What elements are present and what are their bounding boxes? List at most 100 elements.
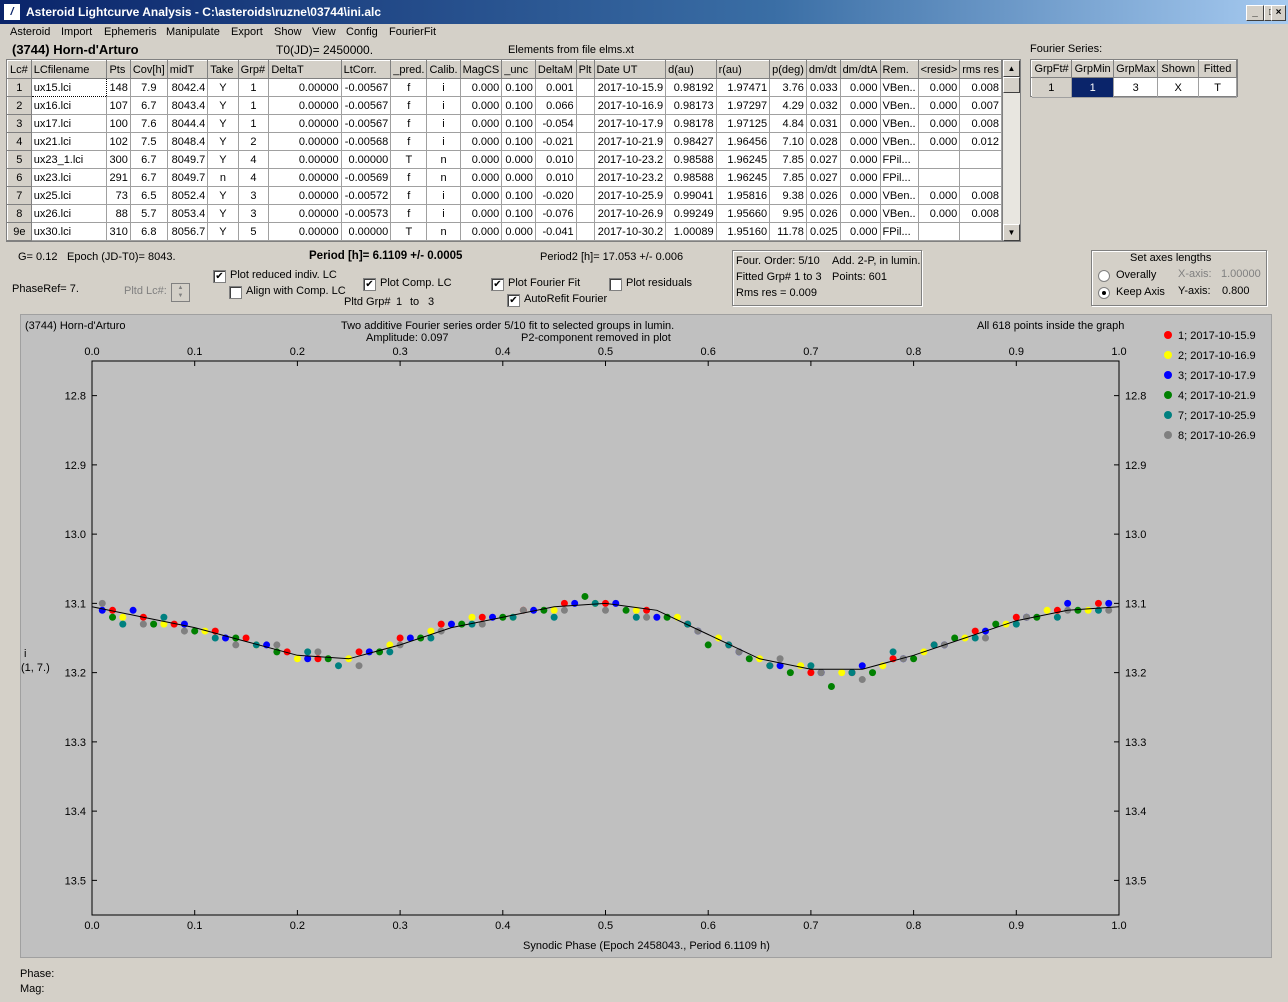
table-cell[interactable]: -0.00573 [341,204,392,223]
table-header-cell[interactable]: Cov[h] [129,60,168,79]
table-header-cell[interactable]: dm/dtA [839,60,881,79]
plot-fourier-checkbox[interactable]: ✔ [491,278,504,291]
table-cell[interactable] [576,186,595,205]
table-cell[interactable]: 1.96245 [716,150,771,169]
plot-residuals-checkbox[interactable] [609,278,622,291]
table-cell[interactable]: 0.010 [535,168,577,187]
table-cell[interactable]: 0.033 [806,78,841,97]
pltd-lc-spinner[interactable]: ▲ ▼ [171,283,190,302]
table-cell[interactable]: 3 [238,186,270,205]
table-cell[interactable]: i [426,186,461,205]
table-cell[interactable]: Y [207,186,239,205]
table-cell[interactable]: 3 [238,204,270,223]
table-header-cell[interactable]: Grp# [237,60,270,79]
table-cell[interactable]: 0.000 [460,222,503,241]
table-cell[interactable]: 0.98192 [665,78,717,97]
table-cell[interactable] [959,168,1002,187]
table-cell[interactable]: FPil... [880,168,919,187]
table-cell[interactable]: T [390,222,428,241]
table-cell[interactable]: 8056.7 [167,222,209,241]
table-cell[interactable]: ux16.lci [31,96,108,115]
table-cell[interactable]: -0.00567 [341,96,392,115]
table-cell[interactable]: Y [207,132,239,151]
table-cell[interactable]: 0.000 [501,150,536,169]
keep-axis-radio[interactable] [1098,287,1110,299]
table-cell[interactable]: i [426,204,461,223]
row-header-cell[interactable]: 5 [7,150,32,169]
table-cell[interactable]: 1.96456 [716,132,771,151]
table-cell[interactable]: 0.027 [806,168,841,187]
table-cell[interactable]: n [207,168,239,187]
table-cell[interactable]: n [426,150,461,169]
table-cell[interactable]: 0.100 [501,114,536,133]
table-cell[interactable]: 2017-10-15.9 [594,78,667,97]
table-header-cell[interactable]: _unc [501,60,536,79]
table-cell[interactable]: 0.98427 [665,132,717,151]
table-cell[interactable]: 0.98173 [665,96,717,115]
table-cell[interactable]: 1.97297 [716,96,771,115]
table-cell[interactable]: 0.000 [460,186,503,205]
table-cell[interactable]: 2017-10-23.2 [594,168,667,187]
table-cell[interactable]: 0.000 [840,204,881,223]
table-header-cell[interactable]: midT [166,60,209,79]
align-comp-checkbox[interactable] [229,286,242,299]
table-cell[interactable]: 102 [106,132,131,151]
table-cell[interactable]: 8043.4 [167,96,209,115]
table-cell[interactable]: 1.95160 [716,222,771,241]
table-header-cell[interactable]: Take [207,60,239,79]
table-cell[interactable]: f [390,114,428,133]
table-cell[interactable]: 2 [238,132,270,151]
table-row[interactable]: 1 ux15.lci 148 7.9 8042.4 Y 1 0.00000 -0.00567 f i… [7,78,1002,97]
table-header-cell[interactable]: MagCS [459,60,503,79]
table-cell[interactable]: f [390,96,428,115]
table-cell[interactable]: i [426,78,461,97]
table-cell[interactable]: 0.012 [959,132,1002,151]
table-cell[interactable]: 4.29 [769,96,807,115]
overally-radio[interactable] [1098,270,1110,282]
table-header-cell[interactable]: LCfilename [30,60,108,79]
fourier-cell-grpft[interactable]: 1 [1031,77,1073,98]
table-cell[interactable]: 0.98588 [665,150,717,169]
table-cell[interactable]: -0.00568 [341,132,392,151]
table-cell[interactable]: 0.00000 [268,204,342,223]
table-row[interactable]: 6 ux23.lci 291 6.7 8049.7 n 4 0.00000 -0.00569 f n… [7,168,1002,187]
table-cell[interactable]: 7.5 [130,132,168,151]
table-header-cell[interactable]: dm/dt [805,60,841,79]
table-cell[interactable]: 0.99249 [665,204,717,223]
table-cell[interactable]: f [390,186,428,205]
period-label[interactable]: Period [h]= 6.1109 +/- 0.0005 [309,250,463,262]
table-cell[interactable]: 0.00000 [341,150,392,169]
table-header-cell[interactable]: Date UT [593,60,667,79]
x-axis-value[interactable]: 1.00000 [1221,268,1261,280]
fourier-cell-fitted[interactable]: T [1198,77,1237,98]
table-cell[interactable]: T [390,150,428,169]
table-cell[interactable]: 6.7 [130,150,168,169]
table-header-cell[interactable]: r(au) [715,60,771,79]
pltd-grp-to[interactable]: 3 [428,296,435,308]
table-cell[interactable]: 0.026 [806,186,841,205]
table-row[interactable]: 7 ux25.lci 73 6.5 8052.4 Y 3 0.00000 -0.00572 f i 0… [7,186,1002,205]
pltd-grp-from[interactable]: 1 [396,296,403,308]
table-cell[interactable]: 0.000 [460,78,503,97]
table-cell[interactable]: 0.000 [918,114,961,133]
table-cell[interactable]: 0.000 [840,150,881,169]
table-cell[interactable]: 0.100 [501,186,536,205]
table-cell[interactable]: -0.041 [535,222,577,241]
table-cell[interactable]: 0.008 [959,114,1002,133]
table-cell[interactable]: 0.066 [535,96,577,115]
table-header-cell[interactable]: rms res [959,60,1002,79]
table-cell[interactable]: 0.000 [840,222,881,241]
table-header-cell[interactable]: Lc# [7,60,32,79]
table-cell[interactable]: 3.76 [769,78,807,97]
table-cell[interactable]: 0.98178 [665,114,717,133]
table-cell[interactable]: 1.96245 [716,168,771,187]
table-scrollbar[interactable]: ▲ ▼ [1002,59,1021,242]
table-cell[interactable]: 8049.7 [167,168,209,187]
autorefit-checkbox[interactable]: ✔ [507,294,520,307]
table-cell[interactable]: 0.100 [501,96,536,115]
table-cell[interactable]: 0.000 [460,150,503,169]
table-cell[interactable]: f [390,204,428,223]
table-header-cell[interactable]: Rem. [879,60,919,79]
table-cell[interactable]: VBen.. [880,186,919,205]
table-cell[interactable]: 0.00000 [268,96,342,115]
